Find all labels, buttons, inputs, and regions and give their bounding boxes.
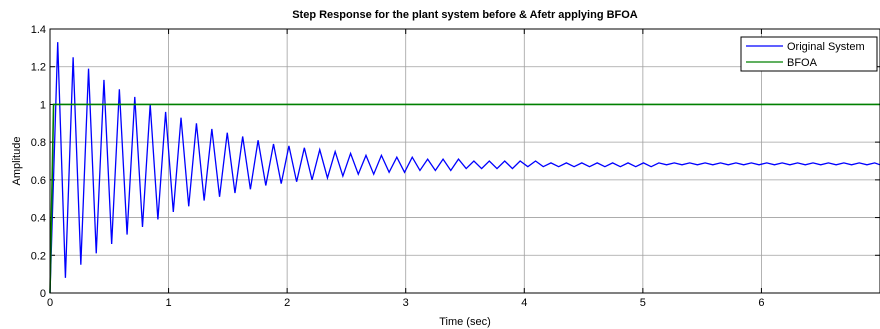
x-tick-label: 5 bbox=[640, 297, 646, 309]
x-tick-label: 6 bbox=[758, 297, 764, 309]
legend-entry-bfoa: BFOA bbox=[787, 57, 818, 69]
plot-border bbox=[49, 28, 880, 294]
y-axis-label: Amplitude bbox=[11, 137, 23, 186]
series-line-original-system bbox=[49, 42, 880, 294]
y-tick-label: 0.6 bbox=[31, 175, 46, 187]
y-tick-label: 1.2 bbox=[31, 62, 46, 74]
x-tick-label: 3 bbox=[403, 297, 409, 309]
legend-box bbox=[740, 36, 878, 72]
series-line-bfoa bbox=[49, 103, 880, 294]
x-tick-label: 2 bbox=[284, 297, 290, 309]
chart-title: Step Response for the plant system befor… bbox=[292, 9, 638, 21]
legend: Original System BFOA bbox=[740, 36, 878, 72]
y-tick-label: 0 bbox=[40, 288, 46, 300]
y-tick-label: 1.4 bbox=[31, 24, 46, 36]
y-tick-label: 0.8 bbox=[31, 137, 46, 149]
x-tick-label: 1 bbox=[166, 297, 172, 309]
legend-entry-original-system: Original System bbox=[787, 41, 865, 53]
series-layer bbox=[49, 42, 880, 294]
x-axis-label: Time (sec) bbox=[439, 316, 491, 328]
plot-area bbox=[49, 28, 880, 294]
y-tick-label: 0.2 bbox=[31, 250, 46, 262]
y-tick-label: 1 bbox=[40, 99, 46, 111]
y-tick-label: 0.4 bbox=[31, 213, 46, 225]
x-tick-label: 4 bbox=[521, 297, 527, 309]
x-tick-label: 0 bbox=[47, 297, 53, 309]
